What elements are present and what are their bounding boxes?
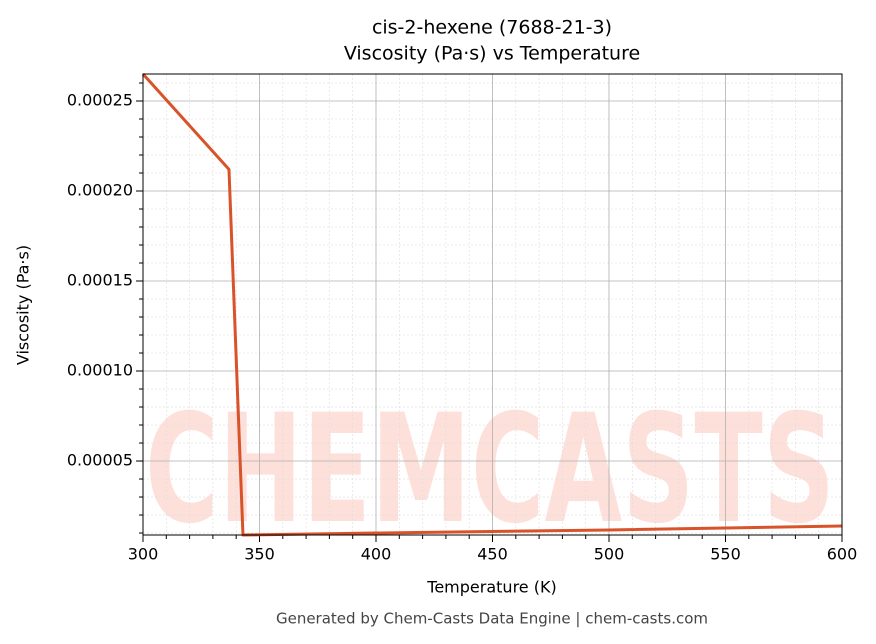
x-tick-label: 300	[128, 545, 159, 564]
chart-title: cis-2-hexene (7688-21-3)	[372, 17, 612, 39]
x-tick-label: 400	[361, 545, 392, 564]
y-tick-label: 0.00015	[67, 271, 133, 290]
footer: Generated by Chem-Casts Data Engine | ch…	[276, 610, 708, 628]
x-tick-label: 350	[244, 545, 275, 564]
y-tick-label: 0.00020	[67, 181, 133, 200]
x-axis-label: Temperature (K)	[426, 578, 556, 597]
plot-frame	[142, 73, 843, 536]
x-tick-label: 500	[594, 545, 625, 564]
chart-subtitle: Viscosity (Pa·s) vs Temperature	[344, 43, 640, 65]
y-tick-label: 0.00010	[67, 361, 133, 380]
x-tick-label: 550	[710, 545, 741, 564]
x-tick-label: 600	[827, 545, 858, 564]
y-tick-label: 0.00005	[67, 451, 133, 470]
y-axis-label: Viscosity (Pa·s)	[14, 245, 33, 365]
x-tick-label: 450	[477, 545, 508, 564]
y-tick-label: 0.00025	[67, 91, 133, 110]
data-line	[141, 72, 843, 537]
